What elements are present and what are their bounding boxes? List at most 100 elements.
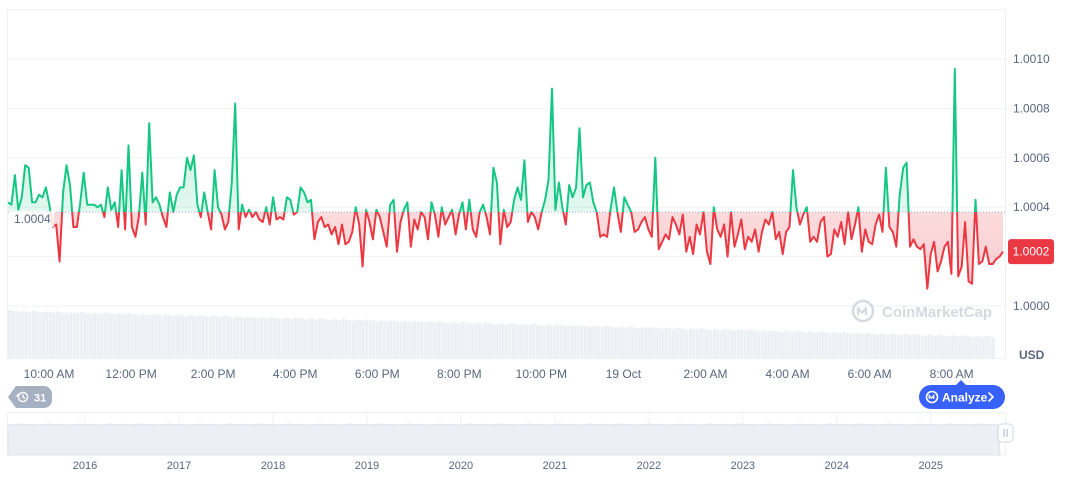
volume-bar xyxy=(515,324,519,358)
volume-bar xyxy=(31,310,35,358)
volume-bar xyxy=(593,325,597,358)
volume-bar xyxy=(481,323,485,358)
volume-bar xyxy=(385,321,389,358)
volume-bar xyxy=(757,331,761,358)
volume-bar xyxy=(947,336,951,358)
volume-bar xyxy=(123,314,127,358)
volume-bar xyxy=(842,331,846,358)
volume-bar xyxy=(951,335,955,358)
volume-bar xyxy=(174,314,178,358)
navigator-year-labels: 2016 2017 2018 2019 2020 2021 2022 2023 2024 2025 xyxy=(73,460,943,472)
volume-bar xyxy=(185,316,189,358)
volume-bar xyxy=(110,313,114,358)
volume-bar xyxy=(614,327,618,358)
volume-bar xyxy=(273,317,277,358)
volume-bar xyxy=(437,321,441,358)
volume-bar xyxy=(368,320,372,358)
volume-bar xyxy=(954,335,958,358)
volume-bar xyxy=(419,322,423,358)
volume-bar xyxy=(79,311,83,358)
volume-bar xyxy=(923,335,927,358)
volume-bar xyxy=(76,313,80,358)
volume-bar xyxy=(246,316,250,358)
volume-bar xyxy=(569,325,573,358)
volume-bar xyxy=(498,323,502,358)
volume-bar xyxy=(794,330,798,358)
volume-bar xyxy=(450,321,454,358)
volume-bar xyxy=(205,316,209,358)
volume-bar xyxy=(566,326,570,358)
x-tick-label: 19 Oct xyxy=(606,367,642,381)
navigator-right-handle[interactable] xyxy=(997,423,1014,443)
x-tick-label: 6:00 AM xyxy=(848,367,892,381)
volume-bar xyxy=(208,317,212,358)
x-tick-label: 10:00 AM xyxy=(24,367,75,381)
volume-bar xyxy=(719,330,723,358)
volume-bar xyxy=(607,326,611,358)
volume-bar xyxy=(620,327,624,358)
volume-bar xyxy=(144,314,148,358)
volume-bar xyxy=(96,313,100,358)
volume-bar xyxy=(505,324,509,358)
volume-bar xyxy=(648,328,652,358)
volume-bar xyxy=(692,328,696,358)
volume-bar xyxy=(559,325,563,358)
navigator-year-label: 2017 xyxy=(167,460,191,472)
range-navigator[interactable]: 2016 2017 2018 2019 2020 2021 2022 2023 2024 2025 xyxy=(7,412,1014,473)
volume-bar xyxy=(736,329,740,358)
price-line-up xyxy=(7,67,978,213)
volume-bar xyxy=(276,318,280,358)
volume-bar xyxy=(55,311,59,358)
volume-bar xyxy=(866,332,870,358)
volume-bar xyxy=(59,311,63,358)
volume-bar xyxy=(511,323,515,358)
volume-bar xyxy=(883,333,887,358)
x-axis: 10:00 AM 12:00 PM 2:00 PM 4:00 PM 6:00 PM 8:0… xyxy=(24,367,974,381)
volume-bar xyxy=(464,322,468,358)
volume-bar xyxy=(181,315,185,358)
volume-bar xyxy=(348,320,352,358)
price-line-down xyxy=(49,212,1004,290)
analyze-button[interactable]: Analyze xyxy=(919,380,1005,409)
volume-bar xyxy=(702,328,706,358)
volume-bar xyxy=(763,330,767,358)
volume-bar xyxy=(981,337,985,358)
history-button[interactable]: 31 xyxy=(8,386,52,408)
volume-bar xyxy=(140,313,144,358)
volume-bar xyxy=(562,325,566,358)
volume-bar xyxy=(21,310,25,358)
volume-bar xyxy=(634,327,638,358)
volume-bar xyxy=(409,322,413,358)
volume-bar xyxy=(709,330,713,358)
volume-bar xyxy=(903,333,907,358)
volume-bar xyxy=(263,317,267,358)
volume-bar xyxy=(45,311,49,358)
volume-bar xyxy=(195,316,199,358)
volume-bar xyxy=(934,335,938,358)
volume-bar xyxy=(202,315,206,358)
volume-bar xyxy=(699,328,703,358)
volume-bar xyxy=(852,334,856,358)
volume-bar xyxy=(743,330,747,358)
volume-bar xyxy=(239,316,243,358)
volume-bar xyxy=(42,312,46,358)
volume-bar xyxy=(508,323,512,358)
volume-bar xyxy=(219,317,223,358)
volume-bar xyxy=(229,317,233,358)
volume-bar xyxy=(961,335,965,358)
volume-bar xyxy=(539,325,543,358)
volume-bar xyxy=(28,312,32,358)
volume-bar xyxy=(617,326,621,358)
volume-bar xyxy=(651,326,655,358)
volume-area xyxy=(8,310,995,358)
volume-bar xyxy=(906,334,910,358)
y-tick-label: 1.0008 xyxy=(1013,101,1050,115)
volume-bar xyxy=(556,324,560,358)
volume-bar xyxy=(862,334,866,358)
volume-bar xyxy=(69,311,73,358)
volume-bar xyxy=(750,330,754,358)
volume-bar xyxy=(723,328,727,358)
history-icon xyxy=(15,391,29,403)
volume-bar xyxy=(242,317,246,358)
